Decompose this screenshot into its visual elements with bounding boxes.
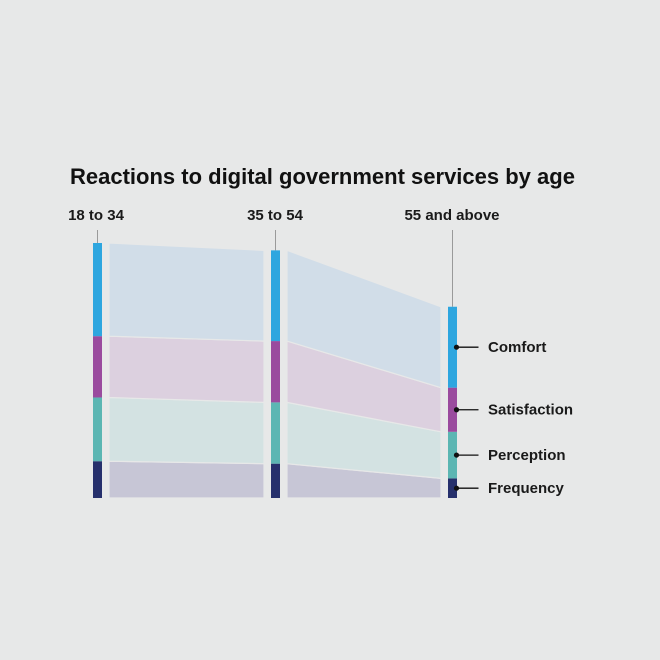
bar-segment-satisfaction-35-to-54 [271,341,280,403]
bar-segment-frequency-55-and-above [448,478,457,498]
bar-segment-perception-55-and-above [448,431,457,479]
bar-segment-comfort-35-to-54 [271,250,280,342]
category-label-55-and-above: 55 and above [404,207,499,224]
bar-segment-frequency-35-to-54 [271,463,280,498]
bar-segment-perception-18-to-34 [93,397,102,462]
flow-band-perception-1 [108,396,265,465]
flow-band-comfort-2 [286,249,442,389]
bar-segment-satisfaction-18-to-34 [93,336,102,398]
flow-bands [108,242,442,499]
legend: Frequency Perception Satisfaction Comfort [453,339,573,497]
stacked-bars [93,243,457,498]
flow-band-comfort-1 [108,242,265,342]
category-label-35-to-54: 35 to 54 [247,207,304,224]
legend-label-comfort: Comfort [488,339,546,356]
flow-band-frequency-1 [108,460,265,499]
bar-segment-satisfaction-55-and-above [448,387,457,432]
category-labels: 18 to 34 35 to 54 55 and above [68,207,499,224]
bar-segment-comfort-18-to-34 [93,243,102,337]
chart-title: Reactions to digital government services… [70,164,575,189]
legend-label-satisfaction: Satisfaction [488,402,573,419]
column-tick-lines [97,230,453,307]
legend-label-perception: Perception [488,447,566,464]
bar-segment-comfort-55-and-above [448,306,457,388]
flow-band-satisfaction-1 [108,335,265,403]
legend-label-frequency: Frequency [488,480,565,497]
bar-segment-perception-35-to-54 [271,402,280,464]
category-label-18-to-34: 18 to 34 [68,207,125,224]
bar-segment-frequency-18-to-34 [93,461,102,498]
